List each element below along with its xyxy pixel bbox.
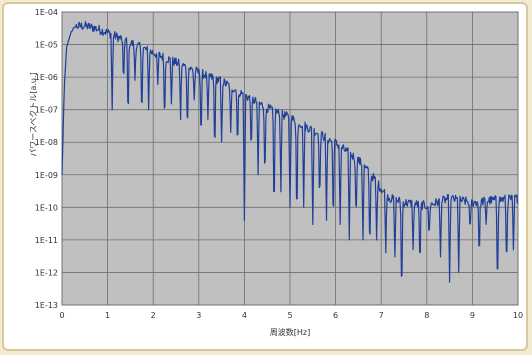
y-tick-label: 1E-13	[35, 301, 58, 310]
x-tick-label: 3	[196, 311, 201, 320]
y-tick-label: 1E-04	[35, 8, 58, 17]
x-tick-label: 2	[151, 311, 156, 320]
y-tick-label: 1E-06	[35, 73, 58, 82]
x-tick-label: 10	[513, 311, 523, 320]
y-tick-labels: 1E-13 1E-12 1E-11 1E-10 1E-09 1E-08 1E-07 1E-06…	[35, 8, 58, 310]
y-tick-label: 1E-05	[35, 41, 58, 50]
x-axis-label: 周波数[Hz]	[270, 327, 310, 337]
x-tick-label: 4	[242, 311, 247, 320]
x-tick-label: 1	[105, 311, 110, 320]
x-tick-labels: 0 1 2 3 4 5 6 7 8 9 10	[59, 311, 523, 320]
y-tick-label: 1E-10	[35, 203, 58, 212]
x-tick-label: 7	[379, 311, 384, 320]
y-axis-label: パワースペクトル[a.u.]	[29, 72, 38, 156]
y-tick-label: 1E-11	[35, 236, 58, 245]
series-line	[61, 21, 519, 283]
y-tick-label: 1E-08	[35, 138, 58, 147]
x-tick-label: 6	[333, 311, 338, 320]
x-tick-label: 5	[287, 311, 292, 320]
x-tick-label: 9	[470, 311, 475, 320]
x-tick-label: 8	[424, 311, 429, 320]
y-tick-label: 1E-07	[35, 106, 58, 115]
y-tick-label: 1E-09	[35, 171, 58, 180]
x-tick-label: 0	[59, 311, 64, 320]
y-tick-label: 1E-12	[35, 268, 58, 277]
